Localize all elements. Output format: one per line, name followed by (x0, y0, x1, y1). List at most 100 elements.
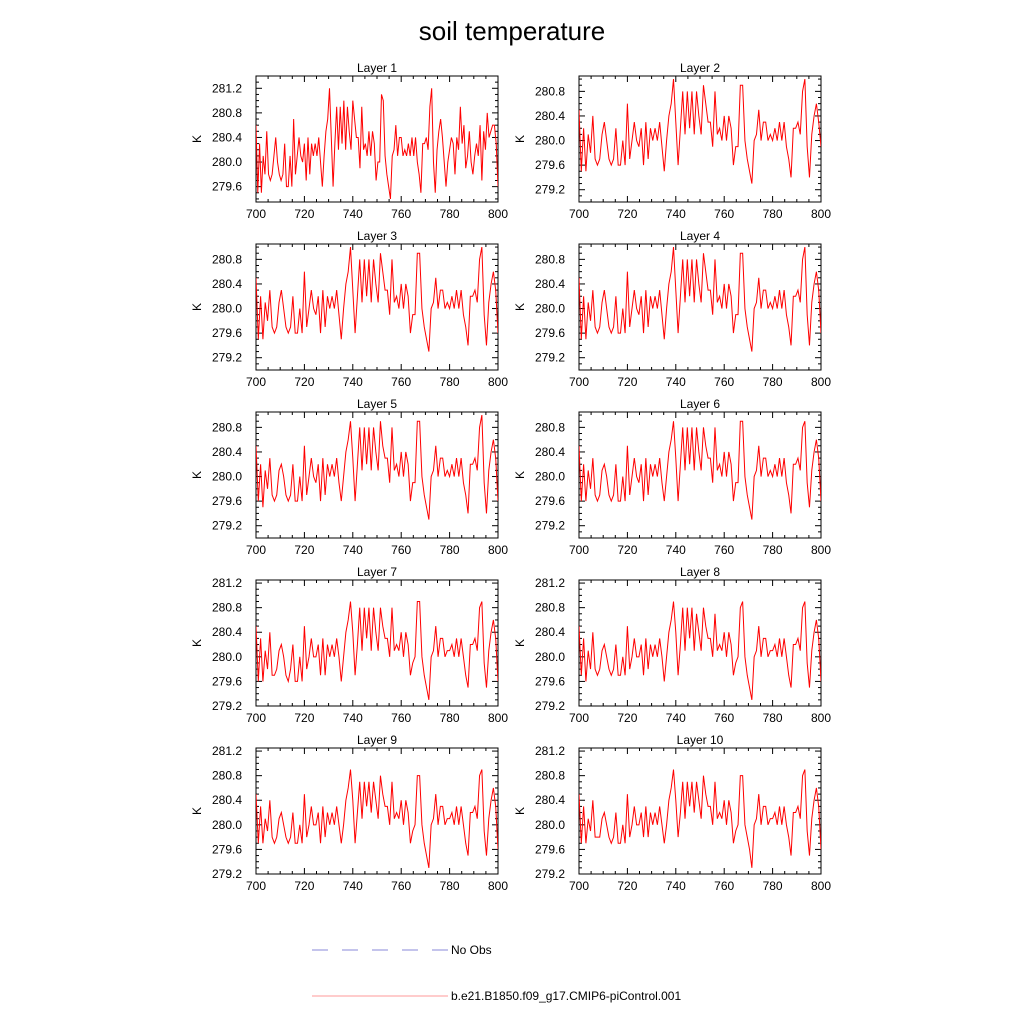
series-line-1 (256, 246, 498, 352)
y-tick-label: 280.4 (535, 793, 565, 807)
y-axis-label: K (513, 807, 527, 815)
x-tick-label: 740 (666, 207, 686, 221)
x-tick-label: 700 (569, 711, 589, 725)
y-tick-label: 280.0 (535, 470, 565, 484)
panel-title: Layer 8 (680, 565, 720, 579)
y-axis-label: K (190, 807, 204, 815)
y-tick-label: 281.2 (535, 744, 565, 758)
y-axis-label: K (190, 303, 204, 311)
x-tick-label: 740 (666, 879, 686, 893)
y-tick-label: 279.2 (535, 351, 565, 365)
y-tick-label: 280.4 (535, 445, 565, 459)
panel-title: Layer 3 (357, 229, 397, 243)
x-tick-label: 780 (440, 879, 460, 893)
panel-title: Layer 7 (357, 565, 397, 579)
panel-title: Layer 1 (357, 61, 397, 75)
y-tick-label: 279.2 (212, 519, 242, 533)
y-tick-label: 280.0 (212, 302, 242, 316)
y-axis-label: K (513, 639, 527, 647)
y-tick-label: 280.8 (212, 601, 242, 615)
x-tick-label: 700 (569, 879, 589, 893)
y-tick-label: 280.8 (212, 769, 242, 783)
x-tick-label: 720 (617, 375, 637, 389)
x-tick-label: 740 (343, 711, 363, 725)
x-tick-label: 760 (391, 879, 411, 893)
y-tick-label: 280.0 (212, 650, 242, 664)
y-axis-label: K (513, 471, 527, 479)
y-tick-label: 279.2 (535, 867, 565, 881)
figure-title: soil temperature (419, 16, 605, 46)
x-tick-label: 760 (714, 711, 734, 725)
legend: No Obs b.e21.B1850.f09_g17.CMIP6-piContr… (312, 943, 681, 1003)
y-tick-label: 279.6 (212, 494, 242, 508)
x-tick-label: 740 (666, 375, 686, 389)
y-tick-label: 279.6 (535, 158, 565, 172)
y-tick-label: 280.8 (535, 84, 565, 98)
series-line-1 (256, 601, 498, 700)
x-tick-label: 720 (617, 543, 637, 557)
x-tick-label: 800 (488, 879, 508, 893)
x-tick-label: 780 (763, 879, 783, 893)
series-line-1 (579, 246, 821, 352)
panel-10: Layer 10 K 700 720 740 760 780 800 279.2 279.6 280… (513, 733, 831, 893)
y-tick-label: 280.0 (535, 302, 565, 316)
x-tick-label: 780 (440, 375, 460, 389)
x-tick-label: 760 (391, 375, 411, 389)
x-tick-label: 700 (246, 207, 266, 221)
y-tick-label: 281.2 (212, 744, 242, 758)
y-tick-label: 279.2 (535, 183, 565, 197)
x-tick-label: 800 (811, 711, 831, 725)
y-tick-label: 280.0 (535, 650, 565, 664)
series-line-1 (579, 769, 821, 868)
y-tick-label: 280.8 (535, 769, 565, 783)
x-tick-label: 740 (343, 879, 363, 893)
y-tick-label: 279.6 (212, 180, 242, 194)
x-tick-label: 720 (294, 375, 314, 389)
x-tick-label: 760 (391, 711, 411, 725)
y-tick-label: 280.0 (535, 818, 565, 832)
panel-8: Layer 8 K 700 720 740 760 780 800 279.2 279.6 280.… (513, 565, 831, 725)
y-tick-label: 279.6 (535, 674, 565, 688)
panel-title: Layer 9 (357, 733, 397, 747)
x-tick-label: 800 (811, 375, 831, 389)
panel-title: Layer 2 (680, 61, 720, 75)
y-tick-label: 280.0 (535, 134, 565, 148)
panel-title: Layer 5 (357, 397, 397, 411)
x-tick-label: 740 (666, 543, 686, 557)
y-tick-label: 279.6 (535, 842, 565, 856)
y-tick-label: 280.4 (535, 625, 565, 639)
x-tick-label: 800 (811, 879, 831, 893)
x-tick-label: 760 (391, 207, 411, 221)
legend-label-no-obs: No Obs (451, 943, 492, 957)
y-tick-label: 280.8 (535, 420, 565, 434)
x-tick-label: 720 (294, 711, 314, 725)
x-tick-label: 700 (569, 543, 589, 557)
x-tick-label: 700 (246, 711, 266, 725)
x-tick-label: 700 (569, 375, 589, 389)
panels-group: Layer 1 K 700 720 740 760 780 800 279.6 280.0 280.… (190, 61, 831, 893)
y-tick-label: 280.8 (212, 252, 242, 266)
series-line-1 (256, 769, 498, 868)
y-tick-label: 279.2 (212, 351, 242, 365)
series-line-1 (256, 88, 498, 200)
x-tick-label: 780 (763, 711, 783, 725)
y-axis-label: K (190, 639, 204, 647)
x-tick-label: 800 (488, 207, 508, 221)
y-tick-label: 280.4 (212, 625, 242, 639)
x-tick-label: 740 (666, 711, 686, 725)
x-tick-label: 720 (617, 879, 637, 893)
y-tick-label: 280.4 (212, 277, 242, 291)
x-tick-label: 800 (811, 543, 831, 557)
x-tick-label: 780 (763, 543, 783, 557)
panel-3: Layer 3 K 700 720 740 760 780 800 279.2 279.6 280.… (190, 229, 508, 389)
y-tick-label: 280.4 (212, 445, 242, 459)
y-tick-label: 280.4 (212, 130, 242, 144)
y-tick-label: 280.8 (212, 420, 242, 434)
panel-title: Layer 6 (680, 397, 720, 411)
panel-4: Layer 4 K 700 720 740 760 780 800 279.2 279.6 280.… (513, 229, 831, 389)
y-tick-label: 279.6 (212, 842, 242, 856)
y-tick-label: 279.2 (212, 699, 242, 713)
legend-label-model: b.e21.B1850.f09_g17.CMIP6-piControl.001 (451, 989, 681, 1003)
panel-2: Layer 2 K 700 720 740 760 780 800 279.2 279.6 280.… (513, 61, 831, 221)
